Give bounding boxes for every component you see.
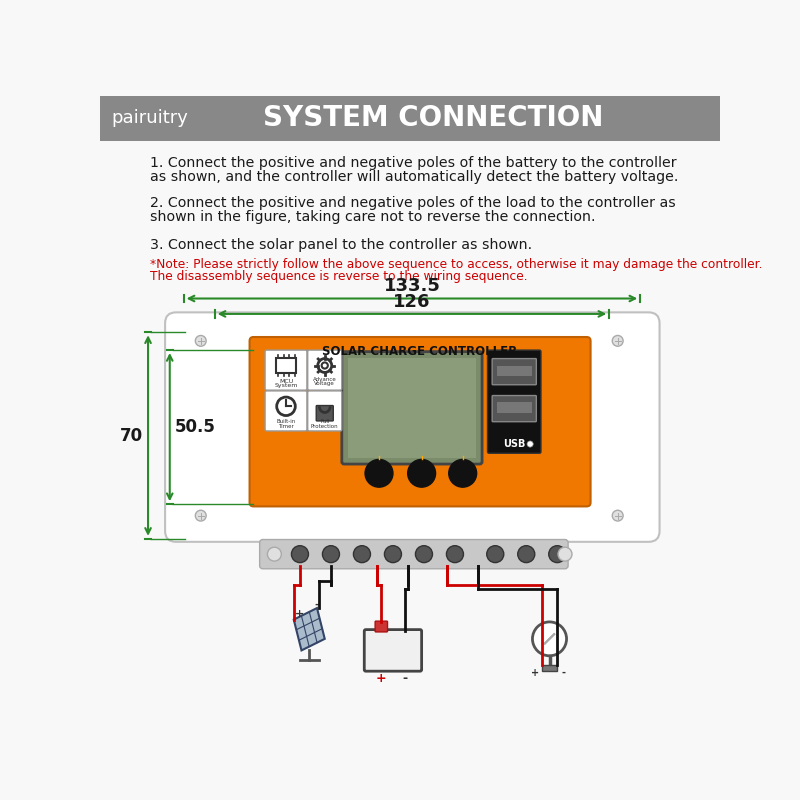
- Text: shown in the figure, taking care not to reverse the connection.: shown in the figure, taking care not to …: [150, 210, 596, 224]
- Circle shape: [291, 546, 309, 562]
- Text: 50.5: 50.5: [174, 418, 215, 436]
- FancyBboxPatch shape: [265, 350, 307, 390]
- Bar: [497, 402, 532, 414]
- Text: The disassembly sequence is reverse to the wiring sequence.: The disassembly sequence is reverse to t…: [150, 270, 528, 283]
- Text: +: +: [531, 668, 540, 678]
- Circle shape: [195, 335, 206, 346]
- Text: Voltage: Voltage: [314, 382, 335, 386]
- Text: pairuitry: pairuitry: [112, 110, 189, 127]
- Text: +: +: [295, 610, 305, 619]
- Circle shape: [612, 335, 623, 346]
- Text: System: System: [274, 383, 298, 388]
- Circle shape: [446, 546, 463, 562]
- Text: 126: 126: [393, 293, 430, 311]
- FancyBboxPatch shape: [342, 352, 482, 464]
- Circle shape: [385, 546, 402, 562]
- FancyBboxPatch shape: [308, 391, 342, 431]
- Circle shape: [449, 459, 477, 487]
- Circle shape: [518, 546, 534, 562]
- FancyBboxPatch shape: [364, 630, 422, 671]
- Circle shape: [527, 441, 534, 447]
- Circle shape: [354, 546, 370, 562]
- Bar: [276, 358, 296, 373]
- Circle shape: [558, 547, 572, 561]
- Text: SYSTEM CONNECTION: SYSTEM CONNECTION: [263, 104, 603, 132]
- Text: Full: Full: [320, 419, 330, 424]
- FancyBboxPatch shape: [375, 621, 387, 632]
- Circle shape: [365, 459, 393, 487]
- FancyBboxPatch shape: [165, 312, 659, 542]
- Circle shape: [195, 510, 206, 521]
- Text: 3. Connect the solar panel to the controller as shown.: 3. Connect the solar panel to the contro…: [150, 238, 533, 253]
- Bar: [100, 96, 720, 141]
- Text: *Note: Please strictly follow the above sequence to access, otherwise it may dam: *Note: Please strictly follow the above …: [150, 258, 763, 270]
- Text: -: -: [402, 672, 407, 685]
- Text: 70: 70: [120, 426, 143, 445]
- Text: as shown, and the controller will automatically detect the battery voltage.: as shown, and the controller will automa…: [150, 170, 678, 184]
- Bar: [542, 665, 558, 671]
- FancyBboxPatch shape: [492, 395, 536, 422]
- Text: -: -: [562, 668, 566, 678]
- Text: Timer: Timer: [278, 424, 294, 429]
- Text: 133.5: 133.5: [383, 278, 440, 295]
- FancyBboxPatch shape: [492, 358, 536, 385]
- FancyBboxPatch shape: [487, 350, 541, 454]
- Circle shape: [408, 459, 435, 487]
- Text: USB: USB: [503, 439, 526, 449]
- Text: -: -: [314, 600, 318, 610]
- FancyBboxPatch shape: [308, 350, 342, 390]
- Text: Protection: Protection: [311, 424, 338, 429]
- FancyBboxPatch shape: [265, 391, 307, 431]
- Text: SOLAR CHARGE CONTROLLER: SOLAR CHARGE CONTROLLER: [322, 345, 518, 358]
- FancyBboxPatch shape: [348, 358, 476, 458]
- Text: 2. Connect the positive and negative poles of the load to the controller as: 2. Connect the positive and negative pol…: [150, 196, 676, 210]
- FancyBboxPatch shape: [250, 337, 590, 506]
- Text: Built-in: Built-in: [276, 419, 296, 424]
- Polygon shape: [294, 608, 325, 650]
- Circle shape: [612, 510, 623, 521]
- Circle shape: [415, 546, 433, 562]
- Text: +: +: [376, 672, 386, 685]
- Bar: [497, 366, 532, 376]
- FancyBboxPatch shape: [316, 406, 334, 421]
- Circle shape: [533, 622, 566, 656]
- Circle shape: [549, 546, 566, 562]
- Text: 1. Connect the positive and negative poles of the battery to the controller: 1. Connect the positive and negative pol…: [150, 156, 677, 170]
- Circle shape: [267, 547, 282, 561]
- Circle shape: [486, 546, 504, 562]
- Circle shape: [322, 546, 339, 562]
- Text: Advance: Advance: [313, 377, 337, 382]
- FancyBboxPatch shape: [260, 539, 568, 569]
- Text: MCU: MCU: [279, 379, 293, 384]
